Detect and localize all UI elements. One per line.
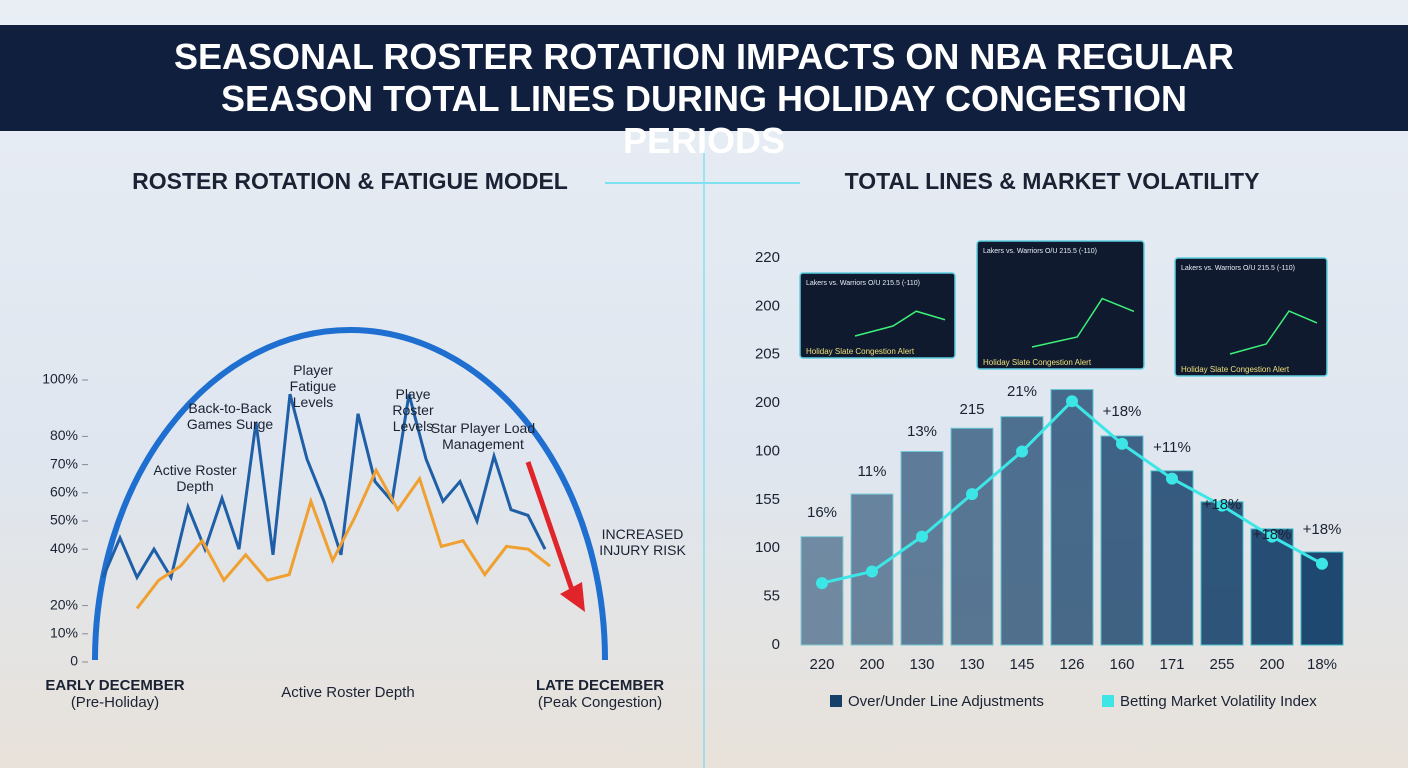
x-tick-label: 130 bbox=[959, 656, 984, 673]
legend-swatch bbox=[1102, 695, 1114, 707]
y-axis-label: 100 bbox=[755, 442, 780, 459]
point bbox=[1116, 437, 1128, 450]
y-axis-label: 200 bbox=[755, 297, 780, 314]
point bbox=[1066, 395, 1078, 408]
arrow bbox=[525, 461, 575, 591]
bar-annotation: +18% bbox=[1303, 521, 1342, 538]
bar-annotation: +11% bbox=[1153, 439, 1191, 456]
bar bbox=[1050, 389, 1094, 646]
x-axis-label: Active Roster Depth bbox=[281, 684, 415, 701]
point bbox=[1216, 499, 1228, 512]
y-tick-label: 20% bbox=[50, 596, 78, 612]
x-end-sublabel: (Peak Congestion) bbox=[537, 694, 663, 711]
panel-alert: Holiday Slate Congestion Alert bbox=[1181, 365, 1290, 374]
y-tick-label: 100% bbox=[42, 371, 78, 387]
legend-swatch bbox=[830, 695, 842, 707]
y-tick-label: 70% bbox=[50, 455, 78, 471]
arc bbox=[92, 327, 608, 661]
bar bbox=[800, 536, 844, 646]
x-start-sublabel: (Pre-Holiday) bbox=[70, 694, 160, 711]
point bbox=[916, 530, 928, 543]
y-axis-label: 205 bbox=[755, 346, 780, 363]
annotation: Star Player Load Management bbox=[430, 420, 536, 452]
bar-annotation: 21% bbox=[1007, 383, 1037, 400]
point bbox=[816, 577, 828, 590]
y-tick-label: 10% bbox=[50, 625, 78, 641]
bar bbox=[900, 451, 944, 646]
y-tick-label: 60% bbox=[50, 484, 78, 500]
y-tick-label: 40% bbox=[50, 540, 78, 556]
y-axis-label: 100 bbox=[755, 539, 780, 556]
y-axis-label: 220 bbox=[755, 249, 780, 266]
panel-alert: Holiday Slate Congestion Alert bbox=[806, 347, 915, 356]
x-tick-label: 126 bbox=[1059, 656, 1084, 673]
legend-label: Betting Market Volatility Index bbox=[1120, 693, 1317, 710]
bar bbox=[1100, 435, 1144, 646]
y-tick-label: 0 bbox=[70, 653, 78, 669]
bar bbox=[1200, 501, 1244, 646]
annotation: Playe Roster Levels bbox=[392, 386, 434, 434]
panel-heading: Lakers vs. Warriors O/U 215.5 (-110) bbox=[806, 280, 920, 287]
x-tick-label: 200 bbox=[1259, 656, 1284, 673]
panel-alert: Holiday Slate Congestion Alert bbox=[983, 358, 1092, 367]
x-tick-label: 130 bbox=[909, 656, 934, 673]
arrow-head bbox=[560, 582, 585, 612]
chart-title: ROSTER ROTATION & FATIGUE MODEL bbox=[132, 168, 568, 194]
x-tick-label: 255 bbox=[1209, 656, 1234, 673]
title-banner bbox=[0, 25, 1408, 131]
x-tick-label: 145 bbox=[1009, 656, 1034, 673]
panel-spark bbox=[1031, 297, 1135, 348]
x-tick-label: 220 bbox=[809, 656, 834, 673]
point bbox=[1016, 445, 1028, 458]
bar-annotation: 16% bbox=[807, 504, 837, 521]
panel-spark bbox=[854, 310, 946, 337]
bar-annotation: +18% bbox=[1253, 526, 1292, 543]
x-end-label: LATE DECEMBER bbox=[535, 677, 665, 694]
bar bbox=[1150, 470, 1194, 646]
bar-annotation: 215 bbox=[959, 401, 984, 418]
y-tick-label: 50% bbox=[50, 512, 78, 528]
ticker-panel bbox=[976, 240, 1145, 370]
chart-title: TOTAL LINES & MARKET VOLATILITY bbox=[845, 168, 1260, 194]
bar bbox=[950, 427, 994, 646]
panel-spark bbox=[1229, 310, 1318, 355]
x-start-label: EARLY DECEMBER bbox=[45, 677, 185, 694]
x-tick-label: 200 bbox=[859, 656, 884, 673]
bar bbox=[1250, 528, 1294, 646]
bar-annotation: +18% bbox=[1203, 496, 1242, 513]
y-axis-label: 55 bbox=[763, 588, 780, 605]
x-tick-label: 18% bbox=[1307, 656, 1337, 673]
annotation: Active Roster Depth bbox=[153, 462, 237, 494]
point bbox=[966, 488, 978, 501]
point bbox=[866, 565, 878, 578]
y-axis-label: 155 bbox=[755, 491, 780, 508]
page-title: SEASONAL ROSTER ROTATION IMPACTS ON NBA … bbox=[173, 36, 1234, 161]
ticker-panel bbox=[1174, 257, 1328, 377]
annotation: INCREASED INJURY RISK bbox=[599, 526, 686, 558]
x-tick-label: 160 bbox=[1109, 656, 1134, 673]
line-series bbox=[101, 393, 547, 582]
panel-heading: Lakers vs. Warriors O/U 215.5 (-110) bbox=[983, 248, 1097, 255]
y-tick-label: 80% bbox=[50, 427, 78, 443]
ticker-panel bbox=[799, 272, 956, 359]
point bbox=[1316, 557, 1328, 570]
point bbox=[1166, 472, 1178, 485]
panel-heading: Lakers vs. Warriors O/U 215.5 (-110) bbox=[1181, 265, 1295, 272]
legend-label: Over/Under Line Adjustments bbox=[848, 693, 1044, 710]
annotation: Back-to-Back Games Surge bbox=[186, 400, 274, 432]
bar-annotation: +18% bbox=[1103, 403, 1142, 420]
bar-annotation: 11% bbox=[858, 463, 887, 480]
point bbox=[1266, 530, 1278, 543]
y-axis-label: 0 bbox=[772, 636, 780, 653]
x-tick-label: 171 bbox=[1159, 656, 1184, 673]
y-axis-label: 200 bbox=[755, 394, 780, 411]
bar-annotation: 13% bbox=[907, 423, 937, 440]
annotation: Player Fatigue Levels bbox=[289, 362, 337, 410]
line-series bbox=[135, 466, 551, 610]
